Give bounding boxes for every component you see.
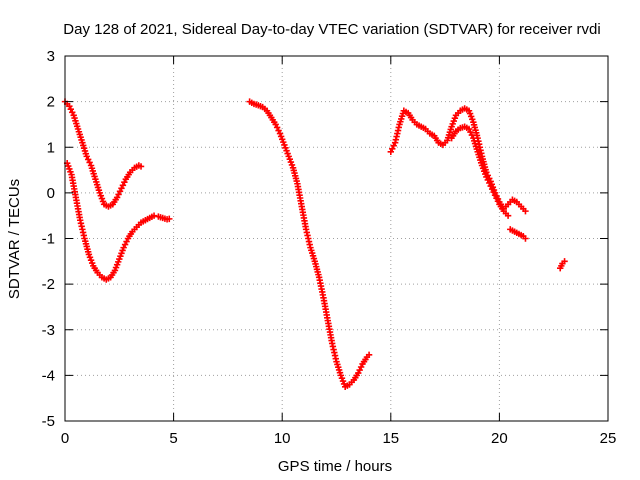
y-tick-label: -1 bbox=[42, 231, 55, 248]
x-tick-label: 10 bbox=[274, 430, 291, 447]
x-tick-label: 0 bbox=[61, 430, 69, 447]
x-tick-label: 25 bbox=[600, 430, 617, 447]
data-point bbox=[137, 163, 145, 170]
y-tick-label: 0 bbox=[47, 185, 55, 202]
series-arc-6 bbox=[507, 226, 529, 242]
data-point bbox=[522, 235, 529, 242]
series-arc-4 bbox=[387, 105, 529, 215]
series-arc-2 bbox=[63, 160, 173, 283]
data-point bbox=[561, 258, 568, 265]
y-tick-label: 3 bbox=[47, 48, 55, 65]
plot-frame bbox=[64, 55, 609, 422]
y-tick-label: -5 bbox=[42, 413, 55, 430]
grid bbox=[65, 56, 608, 421]
chart-title: Day 128 of 2021, Sidereal Day-to-day VTE… bbox=[63, 21, 600, 38]
y-tick-label: 1 bbox=[47, 139, 55, 156]
data-points bbox=[61, 98, 568, 390]
data-point bbox=[166, 215, 173, 223]
data-point bbox=[150, 212, 158, 219]
axes: -5 -4 -3 -2 -1 0 1 2 3 0 5 10 15 20 25 bbox=[42, 48, 617, 447]
data-point bbox=[365, 351, 373, 359]
data-point bbox=[504, 212, 512, 219]
x-axis-label: GPS time / hours bbox=[278, 458, 392, 475]
series-arc-7 bbox=[557, 258, 568, 272]
y-tick-label: -4 bbox=[42, 367, 55, 384]
series-arc-3 bbox=[246, 98, 373, 390]
series-arc-1 bbox=[61, 98, 145, 210]
data-point bbox=[522, 207, 529, 215]
x-tick-label: 20 bbox=[491, 430, 508, 447]
y-tick-label: -3 bbox=[42, 322, 55, 339]
y-tick-label: -2 bbox=[42, 276, 55, 293]
y-axis-label: SDTVAR / TECUs bbox=[6, 179, 23, 299]
y-tick-label: 2 bbox=[47, 94, 55, 111]
series-arc-5 bbox=[448, 123, 512, 219]
x-tick-label: 5 bbox=[169, 430, 177, 447]
x-tick-label: 15 bbox=[382, 430, 399, 447]
